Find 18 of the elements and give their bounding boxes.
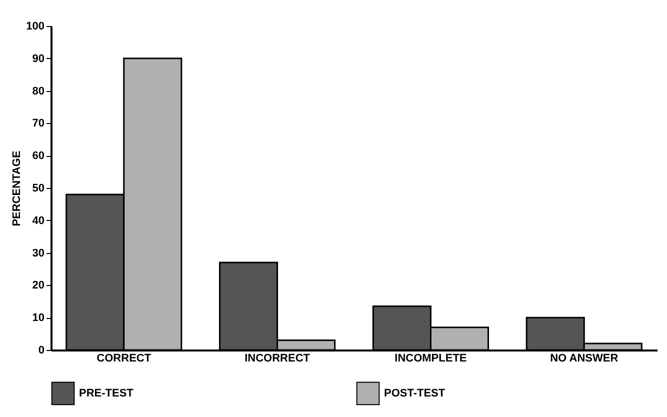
x-tick-label: CORRECT bbox=[96, 352, 152, 364]
y-tick-label: 0 bbox=[38, 344, 44, 356]
y-tick-label: 90 bbox=[32, 52, 44, 65]
x-tick-label: INCORRECT bbox=[244, 352, 310, 364]
y-tick-label: 70 bbox=[32, 118, 44, 130]
legend-label: POST-TEST bbox=[384, 387, 446, 400]
y-tick-label: 100 bbox=[26, 20, 44, 32]
x-tick-label: INCOMPLETE bbox=[394, 352, 467, 364]
y-tick-label: 60 bbox=[32, 150, 44, 162]
y-tick-label: 30 bbox=[32, 247, 44, 260]
x-tick-label: NO ANSWER bbox=[550, 352, 618, 364]
y-tick-label: 40 bbox=[32, 214, 44, 227]
y-tick-label: 10 bbox=[32, 312, 44, 324]
y-axis-title: PERCENTAGE bbox=[11, 150, 24, 226]
legend-label: PRE-TEST bbox=[79, 387, 134, 400]
y-tick-label: 80 bbox=[32, 85, 44, 98]
y-tick-label: 20 bbox=[32, 280, 44, 292]
y-tick-label: 50 bbox=[32, 182, 44, 194]
